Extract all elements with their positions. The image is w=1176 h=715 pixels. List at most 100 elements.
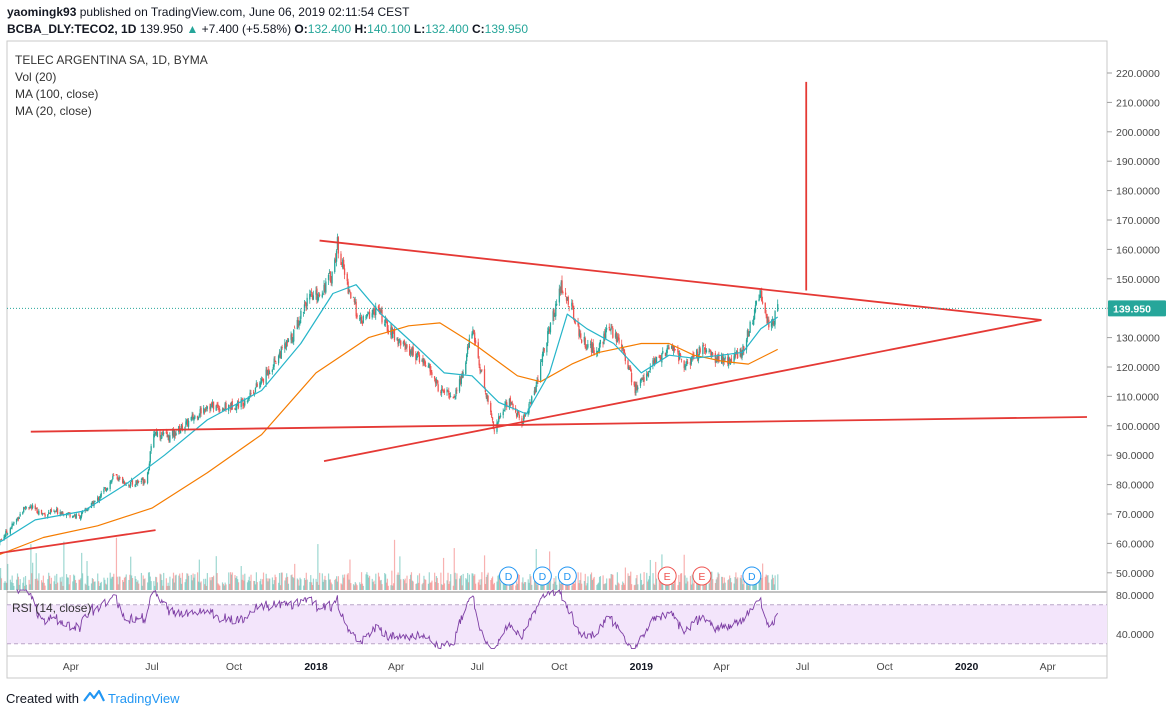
candle-body bbox=[428, 364, 430, 366]
trendline[interactable] bbox=[323, 319, 1042, 462]
volume-bar bbox=[273, 580, 275, 590]
candle-body bbox=[736, 351, 738, 354]
candle-body bbox=[191, 415, 193, 419]
volume-bar bbox=[446, 580, 448, 590]
candle-body bbox=[69, 513, 71, 517]
volume-bar bbox=[367, 574, 369, 590]
candle-body bbox=[306, 297, 308, 307]
candle-body bbox=[156, 432, 159, 437]
candle-body bbox=[585, 346, 587, 349]
volume-bar bbox=[742, 584, 744, 590]
volume-bar bbox=[481, 572, 483, 590]
publish-text: published on TradingView.com, June 06, 2… bbox=[79, 5, 410, 19]
volume-bar bbox=[354, 582, 356, 590]
candle-body bbox=[546, 342, 548, 353]
ma20-line[interactable] bbox=[0, 284, 779, 544]
trendline[interactable] bbox=[319, 239, 1042, 321]
volume-bar bbox=[141, 585, 143, 590]
volume-bar bbox=[405, 583, 407, 590]
tradingview-brand[interactable]: TradingView bbox=[108, 691, 180, 706]
candle-body bbox=[404, 344, 406, 351]
volume-bar bbox=[66, 577, 69, 590]
candle-body bbox=[662, 350, 664, 354]
candle-body bbox=[5, 531, 7, 537]
dividend-event-icon[interactable] bbox=[532, 566, 552, 586]
volume-bar bbox=[160, 574, 162, 590]
candle-body bbox=[612, 328, 614, 338]
legend-volume[interactable]: Vol (20) bbox=[15, 70, 57, 84]
volume-bar bbox=[298, 585, 300, 590]
candle-body bbox=[367, 314, 369, 315]
author-name[interactable]: yaomingk93 bbox=[7, 5, 77, 19]
volume-bar bbox=[80, 578, 82, 590]
candle-body bbox=[518, 414, 520, 418]
volume-bar bbox=[192, 573, 194, 590]
volume-bar bbox=[572, 581, 574, 590]
volume-bar bbox=[344, 574, 346, 590]
candle-body bbox=[527, 411, 529, 415]
volume-bar bbox=[140, 572, 143, 590]
volume-bar bbox=[24, 575, 27, 590]
volume-bar bbox=[516, 583, 519, 590]
candle-body bbox=[412, 347, 414, 356]
volume-bar bbox=[5, 582, 7, 590]
volume-bar bbox=[262, 572, 265, 590]
volume-bar bbox=[479, 584, 481, 590]
candle-body bbox=[268, 368, 270, 375]
legend-ma20[interactable]: MA (20, close) bbox=[15, 104, 92, 118]
volume-bar bbox=[608, 578, 610, 590]
candle-body bbox=[60, 512, 62, 515]
volume-bar bbox=[69, 575, 71, 590]
candle-body bbox=[216, 404, 218, 406]
legend-ma100[interactable]: MA (100, close) bbox=[15, 87, 99, 101]
candle-body bbox=[753, 309, 756, 320]
trendline[interactable] bbox=[0, 529, 156, 554]
volume-bar bbox=[635, 578, 637, 590]
candle-body bbox=[479, 367, 481, 371]
volume-bar bbox=[231, 572, 233, 590]
dividend-event-icon[interactable] bbox=[499, 566, 519, 586]
volume-bar bbox=[280, 572, 282, 590]
candle-body bbox=[674, 349, 676, 351]
rsi-line[interactable] bbox=[16, 589, 779, 650]
candle-body bbox=[92, 501, 94, 506]
candle-body bbox=[300, 310, 302, 319]
volume-bar bbox=[287, 583, 290, 590]
candle-body bbox=[94, 500, 96, 502]
volume-bar bbox=[587, 576, 589, 590]
volume-bar bbox=[655, 578, 658, 590]
earnings-event-icon[interactable] bbox=[692, 566, 712, 586]
candle-body bbox=[267, 370, 269, 376]
candle-body bbox=[611, 326, 613, 328]
candle-body bbox=[483, 369, 486, 388]
volume-bar bbox=[199, 582, 201, 590]
candle-body bbox=[449, 395, 451, 398]
candle-body bbox=[34, 505, 36, 509]
earnings-event-icon[interactable] bbox=[657, 566, 677, 586]
trendline[interactable] bbox=[30, 416, 1087, 433]
dividend-event-icon[interactable] bbox=[742, 566, 762, 586]
dividend-event-icon[interactable] bbox=[557, 566, 577, 586]
volume-bar bbox=[596, 584, 598, 590]
volume-bar bbox=[190, 574, 192, 590]
candle-body bbox=[255, 383, 257, 388]
candle-body bbox=[736, 351, 739, 359]
volume-bar bbox=[317, 544, 319, 590]
candle-body bbox=[743, 346, 745, 351]
volume-bar bbox=[9, 579, 11, 590]
candle-body bbox=[698, 347, 700, 355]
ma100-line[interactable] bbox=[0, 322, 778, 555]
candle-body bbox=[642, 378, 644, 381]
candle-body bbox=[198, 415, 200, 417]
volume-bar bbox=[194, 574, 196, 590]
volume-bar bbox=[254, 581, 256, 590]
volume-bar bbox=[106, 584, 108, 590]
volume-bar bbox=[493, 582, 495, 590]
volume-bar bbox=[746, 581, 748, 590]
candle-body bbox=[196, 416, 199, 419]
candle-body bbox=[379, 310, 381, 314]
volume-bar bbox=[421, 584, 423, 590]
candle-body bbox=[266, 369, 268, 375]
volume-bar bbox=[188, 575, 190, 590]
